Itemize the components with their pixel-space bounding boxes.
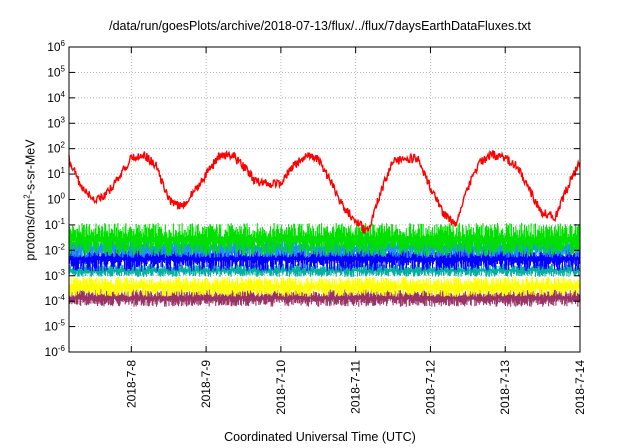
chart-title: /data/run/goesPlots/archive/2018-07-13/f…	[109, 19, 531, 33]
y-tick-label: 105	[47, 64, 65, 79]
y-tick-exponent: -6	[58, 344, 66, 353]
y-tick-label: 10-4	[45, 293, 66, 308]
y-tick-exponent: 4	[61, 90, 66, 99]
y-tick-label: 10-5	[45, 319, 66, 334]
y-tick-exponent: 0	[61, 192, 66, 201]
y-tick-label: 10-2	[45, 242, 66, 257]
y-tick-label: 10-6	[45, 344, 66, 359]
x-tick-label: 2018-7-11	[349, 360, 363, 414]
x-axis-label: Coordinated Universal Time (UTC)	[224, 430, 416, 444]
x-tick-label: 2018-7-9	[199, 360, 213, 408]
y-tick-label: 10-1	[45, 217, 66, 232]
y-axis-ticks: 10610510410310210110010-110-210-310-410-…	[45, 39, 580, 359]
y-tick-exponent: -5	[58, 319, 66, 328]
y-tick-exponent: -3	[58, 268, 66, 277]
y-tick-exponent: 6	[61, 39, 66, 48]
x-axis-ticks: 2018-7-8 2018-7-9 2018-7-10 2018-7-11 2018-7…	[124, 47, 587, 415]
y-tick-label: 100	[47, 192, 65, 207]
y-tick-exponent: -2	[58, 242, 66, 251]
x-tick-label: 2018-7-8	[124, 360, 138, 408]
x-tick-label: 2018-7-14	[573, 360, 587, 415]
y-tick-label: 101	[47, 166, 65, 181]
x-tick-label: 2018-7-13	[498, 360, 512, 415]
y-tick-label: 106	[47, 39, 65, 54]
y-tick-label: 10-3	[45, 268, 66, 283]
x-tick-label: 2018-7-10	[274, 360, 288, 415]
y-tick-exponent: -4	[58, 293, 66, 302]
y-tick-label: 103	[47, 115, 65, 130]
series-band-3	[68, 263, 581, 277]
x-tick-label: 2018-7-12	[423, 360, 437, 415]
y-tick-exponent: 3	[61, 115, 66, 124]
y-tick-exponent: 5	[61, 64, 66, 73]
y-tick-exponent: 2	[61, 141, 66, 150]
y-tick-label: 104	[47, 90, 65, 105]
series-red-line	[68, 149, 581, 235]
grid-lines	[69, 47, 580, 352]
y-tick-exponent: 1	[61, 166, 66, 175]
y-tick-label: 102	[47, 141, 65, 156]
y-tick-exponent: -1	[58, 217, 66, 226]
